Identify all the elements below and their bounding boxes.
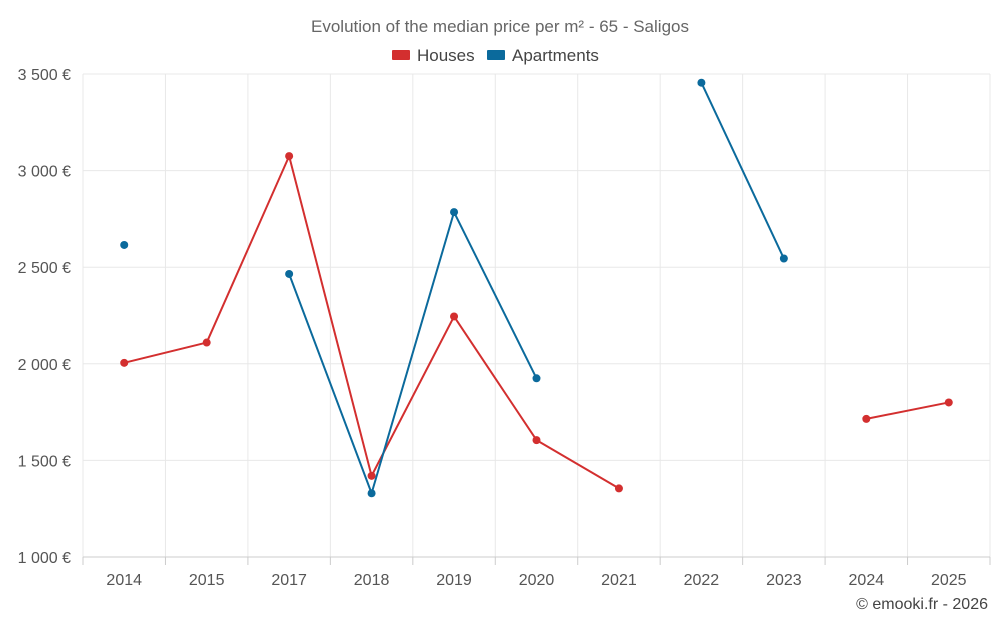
series <box>120 78 953 498</box>
legend: Houses Apartments <box>392 46 599 65</box>
series-line-apartments <box>288 211 538 495</box>
x-tick-label: 2015 <box>189 572 225 589</box>
data-point-apartments[interactable] <box>367 489 376 498</box>
data-point-apartments[interactable] <box>450 208 459 217</box>
x-tick-label: 2019 <box>436 572 472 589</box>
data-point-houses[interactable] <box>285 152 294 161</box>
legend-swatch-apartments <box>487 50 505 60</box>
y-tick-label: 1 000 € <box>18 550 71 567</box>
chart-title: Evolution of the median price per m² - 6… <box>311 17 689 36</box>
data-point-houses[interactable] <box>120 358 129 367</box>
x-tick-label: 2020 <box>519 572 555 589</box>
data-point-houses[interactable] <box>367 471 376 480</box>
x-tick-label: 2024 <box>849 572 885 589</box>
series-line-houses <box>123 155 620 490</box>
legend-swatch-houses <box>392 50 410 60</box>
legend-item-houses[interactable]: Houses <box>392 46 475 65</box>
x-tick-label: 2018 <box>354 572 390 589</box>
grid <box>82 73 991 557</box>
y-tick-label: 3 000 € <box>18 164 71 181</box>
data-point-houses[interactable] <box>944 398 953 407</box>
legend-item-apartments[interactable]: Apartments <box>487 46 599 65</box>
data-point-houses[interactable] <box>532 436 541 445</box>
credit-text: © emooki.fr - 2026 <box>856 596 988 613</box>
data-point-houses[interactable] <box>202 338 211 347</box>
data-point-apartments[interactable] <box>532 374 541 383</box>
x-tick-label: 2023 <box>766 572 802 589</box>
data-point-apartments[interactable] <box>779 254 788 263</box>
x-tick-label: 2017 <box>271 572 307 589</box>
data-point-houses[interactable] <box>862 414 871 423</box>
series-apartments <box>120 78 788 498</box>
data-point-apartments[interactable] <box>120 240 129 249</box>
series-line-houses <box>866 401 949 420</box>
y-tick-label: 3 500 € <box>18 67 71 84</box>
y-tick-label: 2 500 € <box>18 260 71 277</box>
series-line-apartments <box>700 82 785 259</box>
x-tick-label: 2021 <box>601 572 637 589</box>
y-tick-label: 2 000 € <box>18 357 71 374</box>
axes: 1 000 € 1 500 € 2 000 € 2 500 € 3 000 € 3 500… <box>18 67 991 589</box>
data-point-houses[interactable] <box>614 484 623 493</box>
x-tick-label: 2022 <box>684 572 720 589</box>
legend-label-houses: Houses <box>417 46 475 65</box>
data-point-houses[interactable] <box>450 312 459 321</box>
data-point-apartments[interactable] <box>697 78 706 87</box>
y-tick-label: 1 500 € <box>18 453 71 470</box>
x-tick-label: 2014 <box>106 572 142 589</box>
series-houses <box>120 152 953 493</box>
legend-label-apartments: Apartments <box>512 46 599 65</box>
data-point-apartments[interactable] <box>285 269 294 278</box>
x-tick-label: 2025 <box>931 572 967 589</box>
